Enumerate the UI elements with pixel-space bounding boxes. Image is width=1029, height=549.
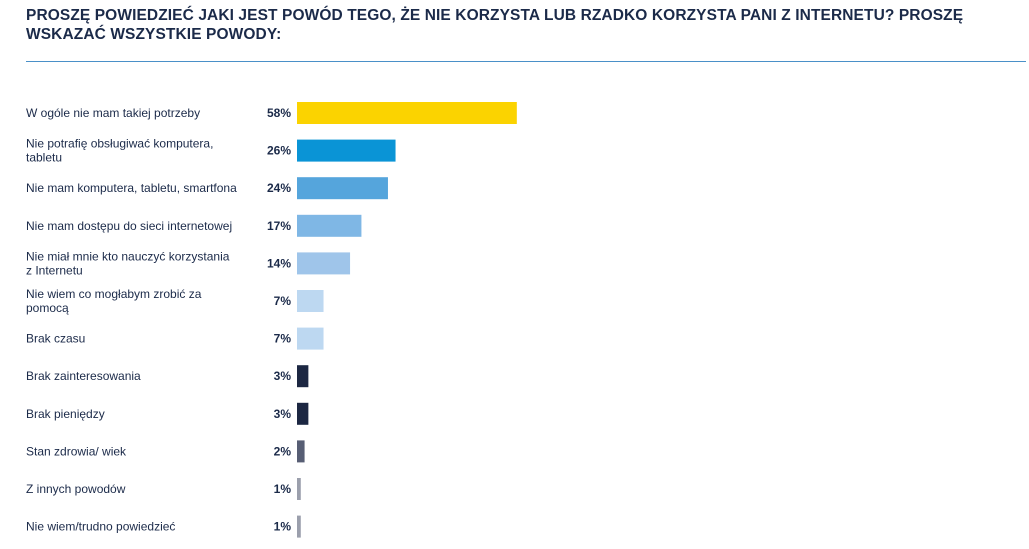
value-label: 1%: [274, 520, 292, 534]
value-label: 7%: [274, 332, 292, 346]
bar: [297, 402, 309, 425]
title-divider: [26, 61, 1026, 62]
category-label: Brak zainteresowania: [26, 369, 141, 383]
value-label: 58%: [267, 106, 291, 120]
bar: [297, 214, 362, 237]
chart-title: PROSZĘ POWIEDZIEĆ JAKI JEST POWÓD TEGO, …: [26, 7, 964, 43]
category-label: Z innych powodów: [26, 482, 126, 496]
category-label: Brak czasu: [26, 332, 85, 346]
value-label: 17%: [267, 219, 291, 233]
category-label: Nie potrafię obsługiwać komputera, tablet…: [26, 137, 213, 165]
category-label: Nie miał mnie kto nauczyć korzystania z I…: [26, 249, 230, 277]
value-label: 26%: [267, 144, 291, 158]
value-label: 14%: [267, 256, 291, 270]
bar: [297, 139, 396, 162]
value-label: 3%: [274, 407, 292, 421]
bar: [297, 440, 305, 463]
value-label: 2%: [274, 444, 292, 458]
bar: [297, 478, 301, 500]
bar: [297, 327, 324, 350]
bar: [297, 252, 351, 275]
category-label: Brak pieniędzy: [26, 407, 105, 421]
bar: [297, 290, 324, 312]
value-label: 3%: [274, 369, 292, 383]
category-label: Nie wiem co mogłabym zrobić za pomocą: [26, 287, 202, 315]
bar: [297, 177, 388, 200]
category-label: Stan zdrowia/ wiek: [26, 444, 127, 458]
bar: [297, 515, 301, 538]
bar: [297, 102, 517, 124]
category-label: Nie wiem/trudno powiedzieć: [26, 520, 175, 534]
value-label: 24%: [267, 181, 291, 195]
category-label: W ogóle nie mam takiej potrzeby: [26, 106, 200, 120]
bar: [297, 365, 309, 388]
value-label: 7%: [274, 294, 292, 308]
value-label: 1%: [274, 482, 292, 496]
category-label: Nie mam dostępu do sieci internetowej: [26, 219, 232, 233]
category-label: Nie mam komputera, tabletu, smartfona: [26, 181, 237, 195]
